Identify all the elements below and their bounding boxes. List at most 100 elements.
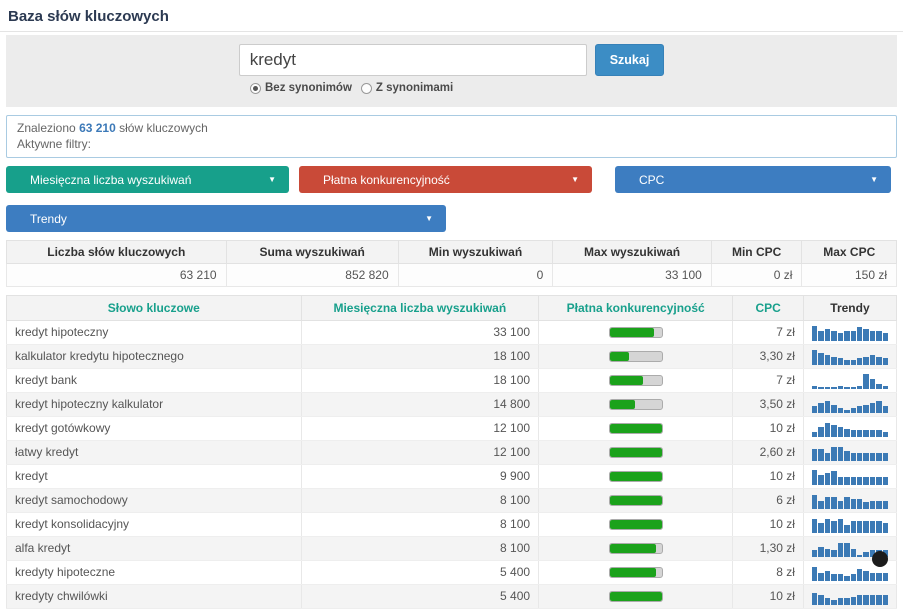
table-row[interactable]: kredyt samochodowy 8 100 6 zł	[6, 488, 898, 513]
trend-bar	[850, 359, 856, 365]
trend-bar	[811, 469, 818, 485]
competition-cell	[538, 512, 734, 537]
trend-cell	[802, 440, 898, 465]
summary-value: 150 zł	[801, 263, 897, 287]
competition-bar-fill	[609, 496, 662, 505]
trend-bar	[837, 574, 844, 581]
trend-bar	[824, 570, 831, 581]
summary-header: Liczba słów kluczowych	[6, 240, 227, 264]
table-row[interactable]: kredyt hipoteczny 33 100 7 zł	[6, 320, 898, 345]
cpc-cell: 6 zł	[732, 488, 804, 513]
trend-bar	[824, 354, 831, 365]
trend-bar	[863, 329, 869, 341]
summary-value: 852 820	[225, 263, 399, 287]
search-input[interactable]	[238, 44, 587, 76]
radio-unselected-icon[interactable]	[360, 82, 372, 94]
trend-bar	[844, 409, 850, 413]
table-row[interactable]: alfa kredyt 8 100 1,30 zł	[6, 536, 898, 561]
radio-no-synonyms[interactable]: Bez synonimów	[250, 82, 352, 94]
trend-bar	[811, 550, 818, 557]
table-row[interactable]: kredyty chwilówki 5 400 10 zł	[6, 584, 898, 609]
volume-cell: 9 900	[300, 464, 540, 489]
active-filters-label: Aktywne filtry:	[17, 137, 92, 151]
trend-bar	[863, 551, 869, 557]
competition-bar-fill	[609, 592, 662, 601]
filter-cpc[interactable]: CPC ▼	[615, 166, 891, 193]
trend-bar	[876, 521, 882, 533]
column-header-competition[interactable]: Płatna konkurencyjność	[538, 295, 734, 321]
volume-cell: 18 100	[300, 344, 540, 369]
competition-bar	[608, 399, 663, 410]
competition-bar	[608, 567, 663, 578]
filter-paid-competition[interactable]: Płatna konkurencyjność ▼	[299, 166, 592, 193]
filter-monthly-searches[interactable]: Miesięczna liczba wyszukiwań ▼	[6, 166, 289, 193]
trend-bar	[824, 452, 831, 461]
trend-bar	[831, 447, 837, 461]
column-header-keyword[interactable]: Słowo kluczowe	[6, 295, 302, 321]
table-row[interactable]: kredyt 9 900 10 zł	[6, 464, 898, 489]
trend-bar	[850, 574, 856, 581]
volume-cell: 5 400	[300, 584, 540, 609]
volume-cell: 12 100	[300, 440, 540, 465]
trend-bar	[882, 431, 889, 437]
table-row[interactable]: kredyt hipoteczny kalkulator 14 800 3,50…	[6, 392, 898, 417]
filter-trends[interactable]: Trendy ▼	[6, 205, 446, 232]
competition-bar-fill	[609, 424, 662, 433]
trend-bar	[882, 452, 889, 461]
competition-cell	[538, 584, 734, 609]
table-row[interactable]: łatwy kredyt 12 100 2,60 zł	[6, 440, 898, 465]
trend-bar	[869, 452, 876, 461]
search-button[interactable]: Szukaj	[594, 44, 665, 76]
trend-bar	[844, 428, 850, 437]
summary-header: Suma wyszukiwań	[225, 240, 399, 264]
trend-bar	[850, 407, 856, 413]
column-header-cpc[interactable]: CPC	[732, 295, 804, 321]
trend-bar	[863, 373, 869, 389]
summary-table: Liczba słów kluczowych Suma wyszukiwań M…	[6, 240, 897, 287]
trend-chart	[811, 372, 889, 389]
trend-bar	[837, 426, 844, 437]
table-row[interactable]: kredyt bank 18 100 7 zł	[6, 368, 898, 393]
cpc-cell: 3,30 zł	[732, 344, 804, 369]
trend-bar	[876, 356, 882, 365]
trend-bar	[850, 498, 856, 509]
summary-values-row: 63 210 852 820 0 33 100 0 zł 150 zł	[6, 263, 897, 287]
trend-bar	[824, 497, 831, 509]
keyword-cell: kredyt	[6, 464, 302, 489]
table-row[interactable]: kredyty hipoteczne 5 400 8 zł	[6, 560, 898, 585]
table-row[interactable]: kredyt konsolidacyjny 8 100 10 zł	[6, 512, 898, 537]
trend-cell	[802, 392, 898, 417]
results-found-line: Znaleziono 63 210 słów kluczowych	[17, 120, 886, 136]
trend-bar	[844, 524, 850, 533]
competition-bar	[608, 423, 663, 434]
competition-bar	[608, 375, 663, 386]
table-row[interactable]: kalkulator kredytu hipotecznego 18 100 3…	[6, 344, 898, 369]
trend-bar	[869, 354, 876, 365]
trend-bar	[882, 476, 889, 485]
keyword-cell: łatwy kredyt	[6, 440, 302, 465]
trend-bar	[850, 387, 856, 389]
radio-synonyms[interactable]: Z synonimami	[360, 82, 453, 94]
trend-bar	[863, 502, 869, 509]
competition-bar	[608, 351, 663, 362]
table-row[interactable]: kredyt gotówkowy 12 100 10 zł	[6, 416, 898, 441]
cpc-cell: 1,30 zł	[732, 536, 804, 561]
radio-selected-icon[interactable]	[250, 82, 261, 94]
volume-cell: 18 100	[300, 368, 540, 393]
trend-bar	[831, 497, 837, 509]
trend-bar	[831, 574, 837, 581]
trend-bar	[876, 452, 882, 461]
column-header-volume[interactable]: Miesięczna liczba wyszukiwań	[300, 295, 540, 321]
trend-bar	[856, 476, 863, 485]
keyword-cell: kredyt bank	[6, 368, 302, 393]
trend-bar	[856, 406, 863, 413]
summary-header: Min CPC	[710, 240, 803, 264]
trend-bar	[844, 543, 850, 557]
trend-bar	[831, 599, 837, 605]
trend-bar	[837, 447, 844, 461]
summary-value: 33 100	[552, 263, 712, 287]
page-bottom-widget-circle[interactable]	[872, 551, 888, 567]
competition-bar-fill	[609, 376, 644, 385]
trend-bar	[837, 332, 844, 341]
trend-bar	[811, 519, 818, 533]
